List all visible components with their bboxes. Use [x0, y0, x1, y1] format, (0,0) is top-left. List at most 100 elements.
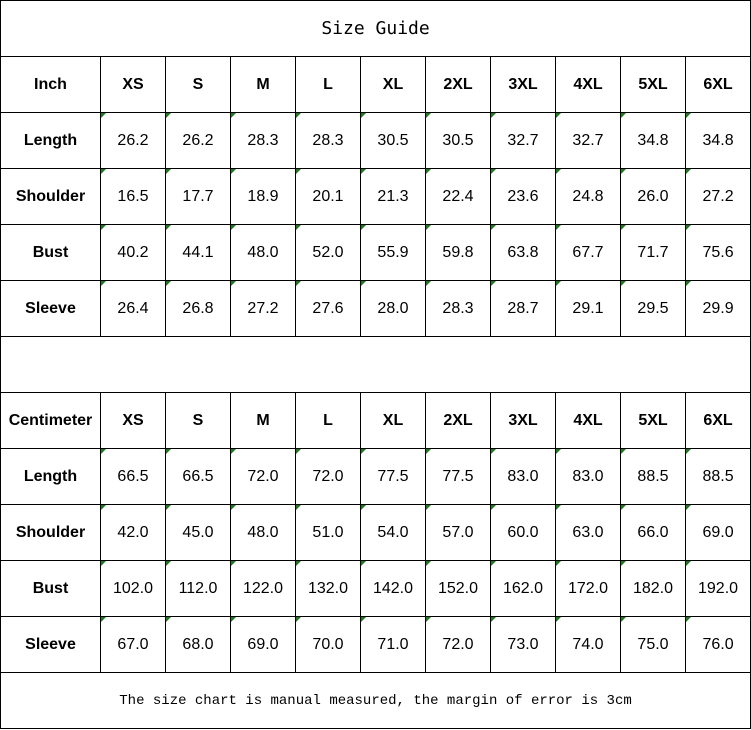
measurement-cell: 66.5 — [165, 448, 231, 505]
measurement-cell: 28.0 — [360, 280, 426, 337]
measurement-cell: 28.3 — [425, 280, 491, 337]
measurement-cell: 67.0 — [100, 616, 166, 673]
measurement-cell: 40.2 — [100, 224, 166, 281]
measurement-cell: 26.2 — [165, 112, 231, 169]
measurement-cell: 22.4 — [425, 168, 491, 225]
measurement-cell: 26.2 — [100, 112, 166, 169]
measurement-cell: 51.0 — [295, 504, 361, 561]
row-label: Length — [0, 112, 101, 169]
measurement-cell: 74.0 — [555, 616, 621, 673]
measurement-cell: 42.0 — [100, 504, 166, 561]
size-header: 2XL — [425, 392, 491, 449]
measurement-cell: 16.5 — [100, 168, 166, 225]
measurement-cell: 63.0 — [555, 504, 621, 561]
measurement-cell: 162.0 — [490, 560, 556, 617]
measurement-cell: 76.0 — [684, 616, 751, 673]
row-label: Shoulder — [0, 168, 101, 225]
measurement-cell: 72.0 — [295, 448, 361, 505]
size-header: XL — [360, 392, 426, 449]
size-header: 2XL — [425, 56, 491, 113]
page-title: Size Guide — [0, 0, 751, 57]
measurement-cell: 112.0 — [165, 560, 231, 617]
measurement-cell: 30.5 — [425, 112, 491, 169]
measurement-cell: 68.0 — [165, 616, 231, 673]
measurement-cell: 192.0 — [684, 560, 751, 617]
measurement-cell: 28.7 — [490, 280, 556, 337]
table-row: Sleeve 26.4 26.8 27.2 27.6 28.0 28.3 28.7 29.1 29… — [0, 280, 751, 337]
measurement-cell: 88.5 — [684, 448, 751, 505]
measurement-cell: 29.9 — [684, 280, 751, 337]
measurement-cell: 34.8 — [620, 112, 686, 169]
row-label: Sleeve — [0, 280, 101, 337]
measurement-cell: 59.8 — [425, 224, 491, 281]
unit-header: Centimeter — [0, 392, 101, 449]
footnote: The size chart is manual measured, the m… — [0, 672, 751, 729]
measurement-cell: 48.0 — [230, 224, 296, 281]
measurement-cell: 29.1 — [555, 280, 621, 337]
header-row: Centimeter XS S M L XL 2XL 3XL 4XL 5XL 6XL — [0, 392, 751, 449]
measurement-cell: 172.0 — [555, 560, 621, 617]
measurement-cell: 26.4 — [100, 280, 166, 337]
measurement-cell: 71.0 — [360, 616, 426, 673]
size-header: L — [295, 56, 361, 113]
size-header: 6XL — [684, 56, 751, 113]
size-header: S — [165, 56, 231, 113]
measurement-cell: 27.2 — [230, 280, 296, 337]
measurement-cell: 72.0 — [425, 616, 491, 673]
size-header: 5XL — [620, 392, 686, 449]
measurement-cell: 26.0 — [620, 168, 686, 225]
measurement-cell: 27.2 — [684, 168, 751, 225]
table-row: Bust 40.2 44.1 48.0 52.0 55.9 59.8 63.8 67.7 71.7… — [0, 224, 751, 281]
measurement-cell: 54.0 — [360, 504, 426, 561]
row-label: Bust — [0, 560, 101, 617]
measurement-cell: 30.5 — [360, 112, 426, 169]
measurement-cell: 102.0 — [100, 560, 166, 617]
measurement-cell: 69.0 — [684, 504, 751, 561]
table-row: Sleeve 67.0 68.0 69.0 70.0 71.0 72.0 73.0 74.0 75… — [0, 616, 751, 673]
table-row: Length 66.5 66.5 72.0 72.0 77.5 77.5 83.0 83.0 88… — [0, 448, 751, 505]
size-header: 3XL — [490, 392, 556, 449]
measurement-cell: 63.8 — [490, 224, 556, 281]
measurement-cell: 71.7 — [620, 224, 686, 281]
size-header: L — [295, 392, 361, 449]
measurement-cell: 21.3 — [360, 168, 426, 225]
table-row: Bust 102.0 112.0 122.0 132.0 142.0 152.0 162.0 1… — [0, 560, 751, 617]
measurement-cell: 67.7 — [555, 224, 621, 281]
size-header: 6XL — [684, 392, 751, 449]
unit-header: Inch — [0, 56, 101, 113]
measurement-cell: 75.0 — [620, 616, 686, 673]
measurement-cell: 44.1 — [165, 224, 231, 281]
measurement-cell: 152.0 — [425, 560, 491, 617]
measurement-cell: 72.0 — [230, 448, 296, 505]
table-row: Length 26.2 26.2 28.3 28.3 30.5 30.5 32.7 32.7 34… — [0, 112, 751, 169]
measurement-cell: 69.0 — [230, 616, 296, 673]
measurement-cell: 57.0 — [425, 504, 491, 561]
measurement-cell: 32.7 — [490, 112, 556, 169]
measurement-cell: 52.0 — [295, 224, 361, 281]
measurement-cell: 24.8 — [555, 168, 621, 225]
header-row: Inch XS S M L XL 2XL 3XL 4XL 5XL 6XL — [0, 56, 751, 113]
measurement-cell: 66.0 — [620, 504, 686, 561]
spacer-row — [0, 336, 751, 393]
size-header: 4XL — [555, 392, 621, 449]
measurement-cell: 132.0 — [295, 560, 361, 617]
measurement-cell: 66.5 — [100, 448, 166, 505]
size-header: S — [165, 392, 231, 449]
measurement-cell: 29.5 — [620, 280, 686, 337]
measurement-cell: 27.6 — [295, 280, 361, 337]
measurement-cell: 77.5 — [425, 448, 491, 505]
row-label: Length — [0, 448, 101, 505]
size-header: M — [230, 56, 296, 113]
size-header: M — [230, 392, 296, 449]
measurement-cell: 28.3 — [230, 112, 296, 169]
measurement-cell: 48.0 — [230, 504, 296, 561]
measurement-cell: 45.0 — [165, 504, 231, 561]
size-header: XL — [360, 56, 426, 113]
measurement-cell: 55.9 — [360, 224, 426, 281]
row-label: Bust — [0, 224, 101, 281]
size-header: XS — [100, 392, 166, 449]
measurement-cell: 73.0 — [490, 616, 556, 673]
measurement-cell: 26.8 — [165, 280, 231, 337]
measurement-cell: 28.3 — [295, 112, 361, 169]
